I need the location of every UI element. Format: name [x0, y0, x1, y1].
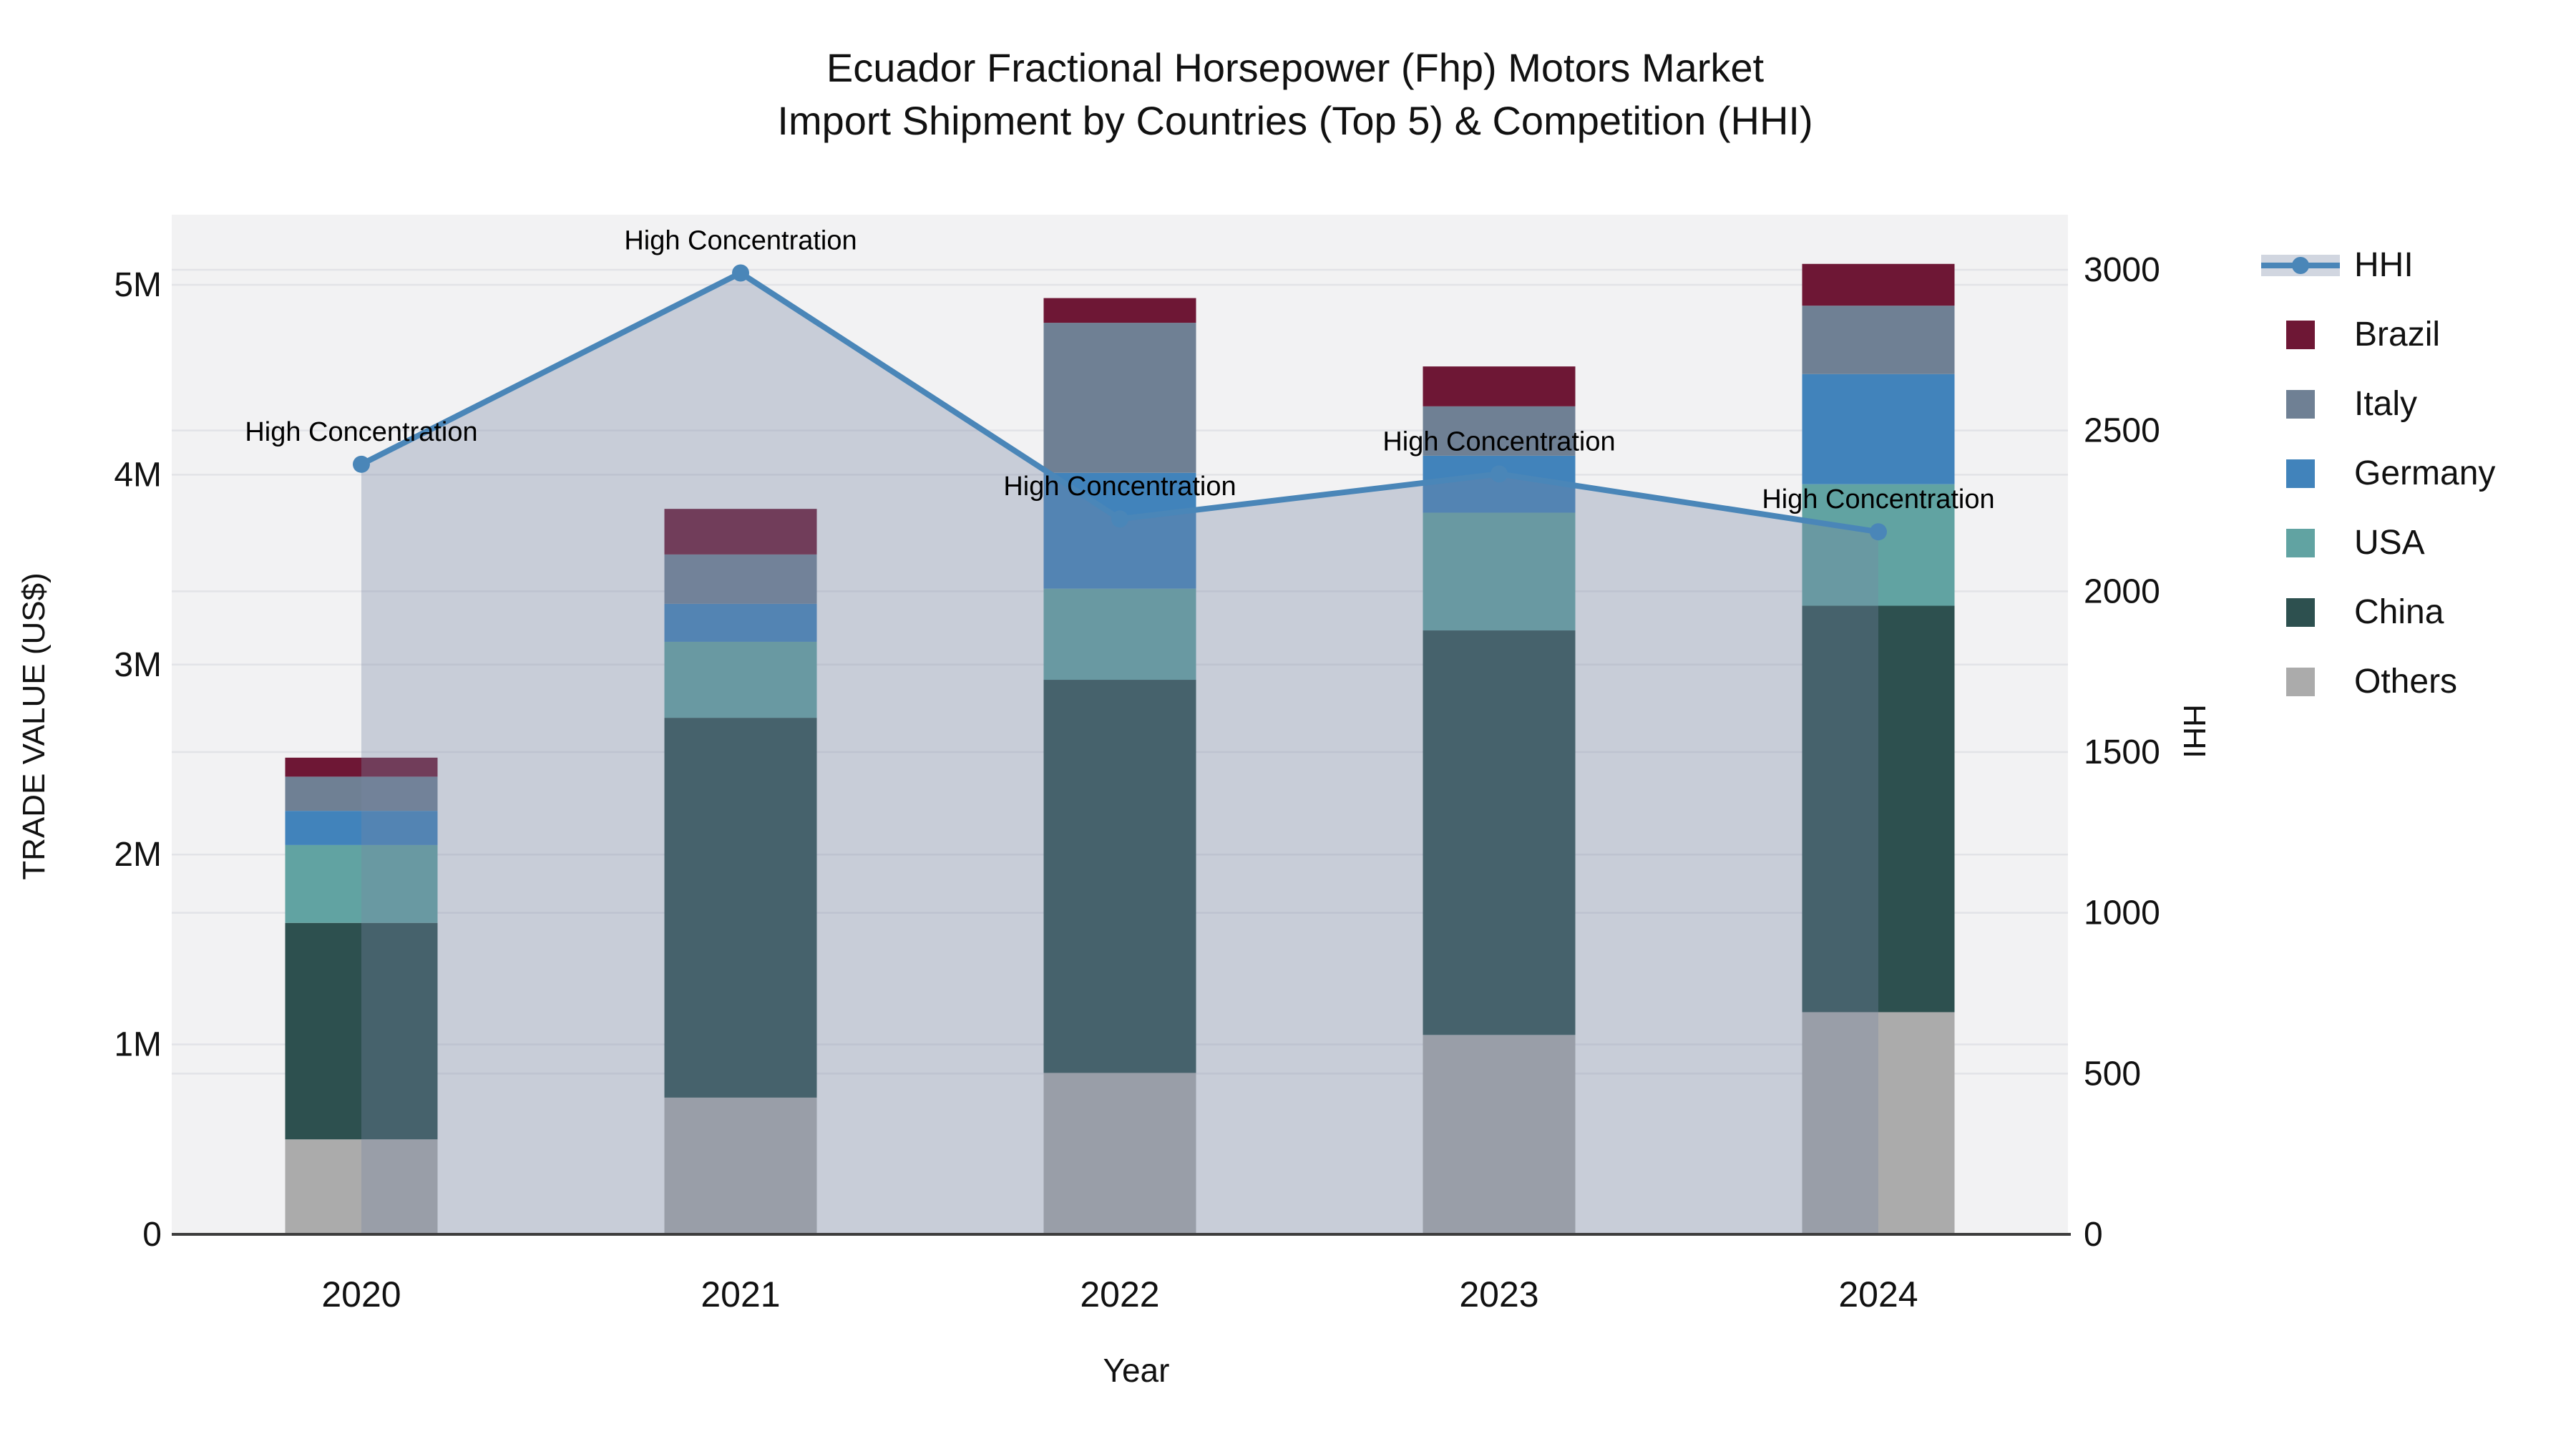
bar-italy-2024 [1802, 306, 1955, 374]
bar-others-2022 [1043, 1073, 1196, 1234]
left-tick-4M: 4M [114, 456, 162, 494]
legend: HHI Brazil Italy Germany USA China Others [2254, 230, 2495, 716]
bar-brazil-2023 [1423, 366, 1576, 406]
legend-label: Italy [2354, 385, 2418, 423]
bar-china-2021 [664, 718, 817, 1098]
bar-others-2023 [1423, 1035, 1576, 1234]
annotation-2021: High Concentration [624, 225, 857, 255]
bar-usa-2023 [1423, 512, 1576, 631]
bar-usa-2024 [1802, 484, 1955, 606]
annotation-2020: High Concentration [245, 417, 477, 447]
bar-others-2020 [285, 1139, 438, 1234]
chart-title-line1: Ecuador Fractional Horsepower (Fhp) Moto… [826, 45, 1765, 90]
legend-item-usa: USA [2254, 508, 2495, 577]
right-tick-3000: 3000 [2084, 251, 2160, 289]
hhi-area-fill [361, 273, 1878, 1234]
right-tick-2000: 2000 [2084, 572, 2160, 610]
x-tick-2022: 2022 [1080, 1274, 1159, 1314]
bar-china-2022 [1043, 680, 1196, 1073]
bar-italy-2020 [285, 776, 438, 811]
bar-germany-2020 [285, 811, 438, 845]
legend-label: USA [2354, 524, 2425, 562]
left-tick-5M: 5M [114, 266, 162, 304]
x-tick-2023: 2023 [1459, 1274, 1538, 1314]
right-tick-2500: 2500 [2084, 412, 2160, 450]
chart-title: Ecuador Fractional Horsepower (Fhp) Moto… [150, 42, 2440, 147]
bar-brazil-2024 [1802, 263, 1955, 306]
x-tick-2020: 2020 [321, 1274, 401, 1314]
bar-brazil-2020 [285, 757, 438, 777]
bar-usa-2021 [664, 641, 817, 718]
bar-brazil-2022 [1043, 298, 1196, 323]
right-tick-1000: 1000 [2084, 894, 2160, 932]
annotation-2024: High Concentration [1762, 484, 1994, 514]
left-tick-3M: 3M [114, 646, 162, 684]
legend-item-others: Others [2254, 647, 2495, 716]
bar-china-2024 [1802, 605, 1955, 1013]
annotation-2023: High Concentration [1382, 426, 1615, 457]
bar-germany-2022 [1043, 472, 1196, 589]
left-tick-0: 0 [142, 1216, 162, 1254]
germany-swatch-icon [2254, 459, 2347, 488]
x-tick-2024: 2024 [1838, 1274, 1918, 1314]
legend-item-brazil: Brazil [2254, 300, 2495, 369]
left-tick-2M: 2M [114, 836, 162, 874]
bar-italy-2023 [1423, 406, 1576, 456]
bar-others-2021 [664, 1097, 817, 1234]
legend-label: HHI [2354, 246, 2414, 284]
left-tick-1M: 1M [114, 1026, 162, 1064]
bar-germany-2024 [1802, 374, 1955, 484]
bar-germany-2021 [664, 603, 817, 642]
others-swatch-icon [2254, 667, 2347, 696]
hhi-point-2022 [1111, 510, 1128, 528]
china-swatch-icon [2254, 597, 2347, 627]
italy-swatch-icon [2254, 389, 2347, 419]
hhi-point-2023 [1491, 465, 1508, 483]
bar-italy-2022 [1043, 323, 1196, 473]
hhi-point-2024 [1870, 523, 1887, 541]
bar-italy-2021 [664, 554, 817, 604]
bar-usa-2020 [285, 844, 438, 923]
brazil-swatch-icon [2254, 320, 2347, 349]
legend-item-hhi: HHI [2254, 230, 2495, 300]
hhi-line-icon [2254, 253, 2347, 278]
hhi-point-2021 [732, 264, 749, 282]
bar-usa-2022 [1043, 588, 1196, 680]
legend-label: Others [2354, 663, 2458, 701]
right-tick-1500: 1500 [2084, 733, 2160, 771]
legend-item-italy: Italy [2254, 369, 2495, 439]
x-axis-label: Year [1103, 1352, 1170, 1389]
bar-china-2023 [1423, 630, 1576, 1035]
legend-label: Germany [2354, 454, 2496, 492]
legend-item-germany: Germany [2254, 439, 2495, 508]
bar-others-2024 [1802, 1012, 1955, 1234]
hhi-point-2020 [353, 455, 370, 473]
legend-item-china: China [2254, 577, 2495, 647]
chart-title-line2: Import Shipment by Countries (Top 5) & C… [777, 98, 1813, 143]
bar-china-2020 [285, 922, 438, 1140]
annotation-2022: High Concentration [1003, 472, 1236, 502]
right-tick-500: 500 [2084, 1055, 2141, 1093]
legend-label: China [2354, 593, 2444, 631]
bar-brazil-2021 [664, 509, 817, 555]
legend-label: Brazil [2354, 316, 2441, 353]
x-tick-2021: 2021 [701, 1274, 780, 1314]
right-tick-0: 0 [2084, 1216, 2103, 1254]
usa-swatch-icon [2254, 528, 2347, 557]
